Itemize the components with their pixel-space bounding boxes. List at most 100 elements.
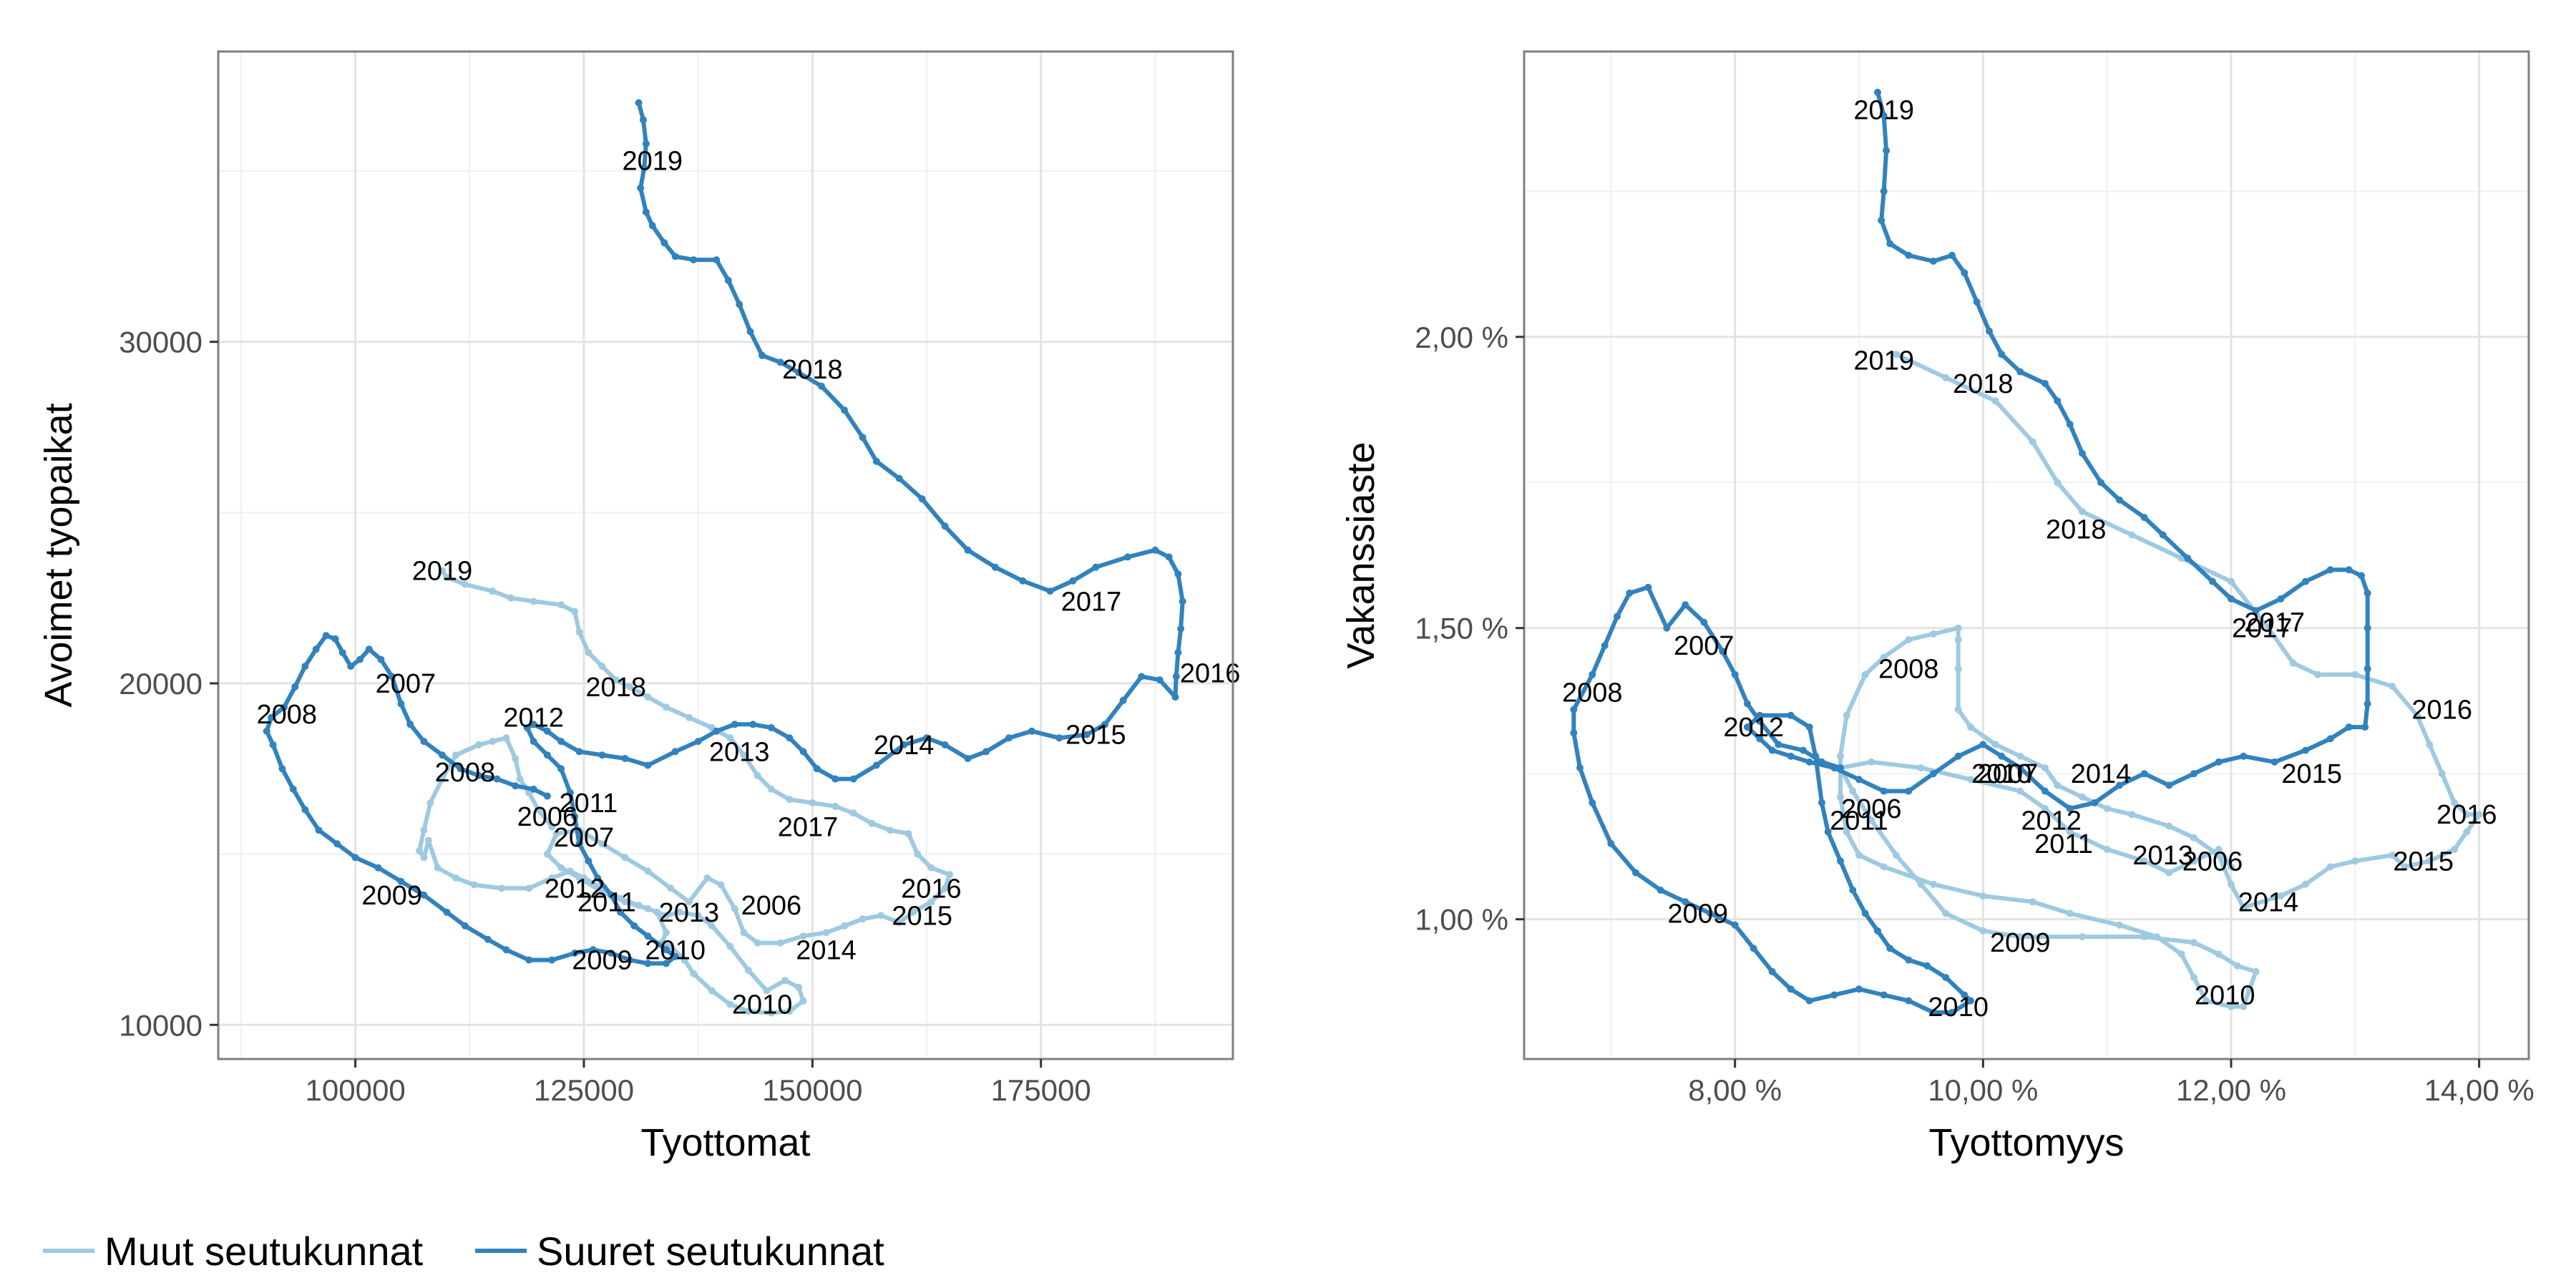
data-point [1998,752,2006,760]
data-point [1756,735,1764,743]
x-axis-title: Tyottomyys [1928,1121,2124,1164]
data-point [1883,147,1890,155]
data-point [2252,967,2260,975]
data-point [289,785,297,793]
data-point [1812,752,1820,760]
data-point [1707,909,1714,917]
data-point [1942,909,1950,917]
data-point [1855,776,1863,784]
year-label: 2006 [741,891,802,921]
data-point [1657,887,1664,894]
data-point [585,649,592,656]
year-label: 2017 [778,812,839,842]
data-point [1948,1008,1956,1016]
data-point [1614,613,1621,620]
data-point [2153,933,2160,941]
data-point [566,867,574,875]
data-point [530,785,537,793]
data-point [799,997,807,1005]
data-point [813,765,821,773]
data-point [724,276,732,284]
data-point [941,884,949,892]
data-point [2177,950,2185,958]
year-label: 2010 [645,935,706,965]
data-point [2190,834,2197,841]
data-point [2066,909,2074,917]
data-point [498,884,505,892]
data-point [2091,799,2099,806]
data-point [1843,828,1850,836]
data-point [452,751,460,759]
data-point [1954,665,1962,673]
data-point [2215,758,2223,766]
data-point [1172,673,1180,680]
data-point [2228,577,2235,585]
data-point [1986,327,1993,335]
data-point [2190,974,2197,982]
data-point [1719,648,1727,655]
data-point [525,956,533,964]
data-point [872,457,880,465]
data-point [543,792,551,800]
data-point [767,785,775,793]
data-point [1800,746,1807,754]
year-label: 2012 [503,703,564,733]
data-point [1868,758,1875,766]
data-point [1874,89,1881,96]
data-point [356,655,364,663]
data-point [1589,799,1596,806]
data-point [439,751,446,759]
data-point [585,857,592,865]
data-point [753,771,761,779]
data-point [644,960,652,967]
data-point [598,751,606,759]
year-label: 2008 [1562,678,1623,708]
data-point [1954,752,1962,760]
data-point [2240,904,2248,912]
data-point [644,693,652,701]
year-label: 2013 [659,898,720,928]
data-point [663,960,670,967]
data-point [1991,741,1999,748]
data-point [2389,852,2396,859]
data-point [877,912,885,919]
data-point [397,877,405,885]
data-point [1756,711,1764,719]
data-point [1967,776,1974,784]
data-point [424,836,432,844]
data-point [2363,665,2371,673]
data-point [831,775,839,783]
data-point [685,713,693,721]
data-point [2265,624,2272,632]
data-point [557,765,565,773]
data-point [731,905,738,912]
data-point [1886,240,1894,248]
data-point [2079,449,2086,457]
data-point [2414,711,2421,719]
data-point [1124,553,1132,561]
data-point [484,935,492,943]
data-point [2401,863,2409,871]
data-point [589,946,597,954]
data-point [291,683,299,691]
data-point [1174,649,1182,656]
data-point [1177,625,1185,633]
data-point [1768,746,1776,754]
data-point [377,655,385,663]
data-point [2079,933,2086,941]
data-point [1917,880,1925,888]
data-point [2475,811,2483,819]
data-point [1682,601,1689,609]
data-point [2209,577,2216,585]
year-label: 2010 [732,990,793,1020]
data-point [663,912,670,919]
data-point [2252,607,2260,615]
data-point [1174,570,1182,578]
data-point [2041,379,2049,387]
year-label: 2016 [2436,800,2497,830]
data-point [2215,852,2223,859]
data-point [1930,258,1937,265]
data-point [416,847,423,854]
data-point [726,1000,734,1008]
data-point [575,840,583,848]
